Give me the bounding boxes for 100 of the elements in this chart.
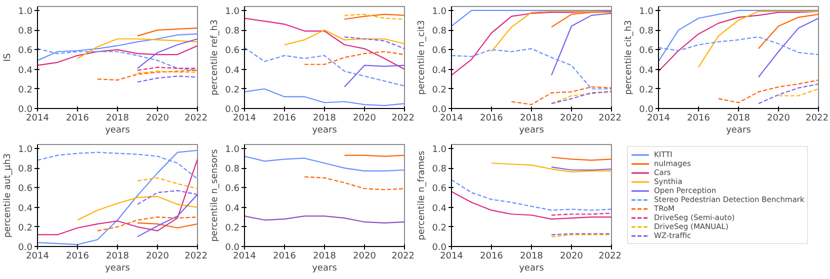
- y-tick-label: 0.8: [639, 26, 654, 37]
- y-tick-label: 0.4: [18, 204, 33, 214]
- y-axis-title: percentile n_cit3: [417, 20, 428, 95]
- x-tick-label: 2020: [146, 114, 170, 124]
- x-tick-label: 2022: [598, 252, 622, 262]
- line-series: [452, 191, 612, 220]
- line-series: [96, 70, 198, 81]
- x-tick-label: 2018: [520, 252, 544, 262]
- x-tick-label: 2020: [146, 252, 170, 262]
- line-series: [244, 18, 404, 70]
- y-tick-label: 1.0: [225, 144, 240, 155]
- y-tick-label: 0.2: [18, 85, 33, 96]
- line-series: [76, 196, 198, 221]
- x-axis-title: years: [105, 126, 130, 136]
- line-series: [96, 216, 198, 232]
- x-tick-label: 2020: [560, 114, 584, 124]
- y-tick-label: 0.6: [639, 46, 654, 56]
- x-tick-label: 2016: [273, 114, 296, 124]
- line-series: [304, 176, 404, 190]
- line-series: [284, 29, 404, 46]
- x-tick-label: 2022: [392, 252, 414, 262]
- line-series: [758, 18, 818, 78]
- x-tick-label: 2016: [66, 114, 90, 124]
- y-tick-label: 0.8: [432, 26, 447, 37]
- x-axis-title: years: [312, 126, 338, 136]
- y-tick-label: 0.2: [18, 223, 33, 234]
- y-axis-title: percentile aut_μh3: [3, 153, 14, 238]
- x-tick-label: 2022: [392, 114, 414, 124]
- y-tick-label: 0.8: [225, 26, 240, 37]
- y-tick-label: 0.0: [225, 105, 240, 115]
- line-series: [344, 36, 404, 50]
- line-series: [490, 10, 612, 52]
- line-series: [758, 83, 818, 104]
- x-tick-label: 2016: [480, 114, 504, 124]
- x-tick-label: 2014: [647, 114, 670, 124]
- y-tick-label: 0.2: [225, 85, 240, 96]
- x-tick-label: 2022: [184, 114, 208, 124]
- y-tick-label: 1.0: [18, 144, 33, 155]
- y-axis-title: IS: [3, 53, 14, 62]
- y-tick-label: 0.4: [639, 66, 654, 76]
- x-tick-label: 2014: [26, 114, 50, 124]
- y-tick-label: 0.8: [18, 26, 33, 37]
- y-tick-label: 0.2: [225, 223, 240, 234]
- y-tick-label: 0.8: [432, 164, 447, 175]
- y-tick-label: 0.4: [225, 66, 240, 76]
- y-tick-label: 0.2: [432, 223, 447, 234]
- y-tick-label: 0.6: [432, 46, 447, 56]
- line-series: [244, 88, 404, 106]
- x-tick-label: 2022: [184, 252, 208, 262]
- line-series: [490, 162, 612, 173]
- x-tick-label: 2014: [440, 252, 464, 262]
- x-tick-label: 2020: [353, 114, 376, 124]
- y-tick-label: 0.6: [225, 184, 240, 194]
- y-axis-title: percentile ref_h3: [210, 19, 220, 96]
- line-series: [304, 51, 404, 65]
- y-tick-label: 0.2: [432, 85, 447, 96]
- y-tick-label: 0.6: [18, 46, 33, 56]
- y-tick-label: 1.0: [432, 6, 447, 17]
- y-tick-label: 0.8: [225, 164, 240, 175]
- line-series: [76, 38, 198, 60]
- line-series: [758, 14, 818, 50]
- x-axis-title: years: [312, 264, 338, 274]
- line-series: [136, 177, 198, 190]
- line-series: [658, 10, 818, 62]
- y-tick-label: 1.0: [18, 6, 33, 17]
- x-tick-label: 2014: [233, 114, 256, 124]
- x-tick-label: 2014: [26, 252, 50, 262]
- line-series: [244, 216, 404, 224]
- x-tick-label: 2018: [106, 114, 130, 124]
- line-series: [244, 156, 404, 172]
- y-tick-label: 0.4: [18, 66, 33, 76]
- x-axis-title: years: [519, 264, 544, 274]
- y-tick-label: 1.0: [225, 6, 240, 17]
- x-tick-label: 2016: [66, 252, 90, 262]
- line-series: [550, 12, 612, 76]
- x-tick-label: 2014: [233, 252, 256, 262]
- y-tick-label: 1.0: [639, 6, 654, 17]
- y-tick-label: 0.2: [639, 85, 654, 96]
- y-tick-label: 0.0: [18, 105, 33, 115]
- y-tick-label: 0.4: [432, 204, 447, 214]
- line-series: [452, 48, 612, 90]
- x-tick-label: 2020: [767, 114, 790, 124]
- line-series: [136, 38, 198, 69]
- x-tick-label: 2018: [313, 252, 336, 262]
- line-series: [718, 80, 818, 104]
- line-series: [452, 179, 612, 211]
- line-series: [38, 158, 198, 236]
- x-axis-title: years: [519, 126, 544, 136]
- line-series: [244, 47, 404, 86]
- y-axis-title: percentile cit_h3: [624, 20, 634, 95]
- x-tick-label: 2014: [440, 114, 464, 124]
- x-tick-label: 2022: [598, 114, 622, 124]
- x-tick-label: 2020: [560, 252, 584, 262]
- x-tick-label: 2020: [353, 252, 376, 262]
- x-tick-label: 2016: [273, 252, 296, 262]
- y-tick-label: 0.6: [225, 46, 240, 56]
- y-tick-label: 0.8: [18, 164, 33, 175]
- x-axis-title: years: [726, 126, 752, 136]
- x-tick-label: 2018: [727, 114, 750, 124]
- x-tick-label: 2016: [480, 252, 504, 262]
